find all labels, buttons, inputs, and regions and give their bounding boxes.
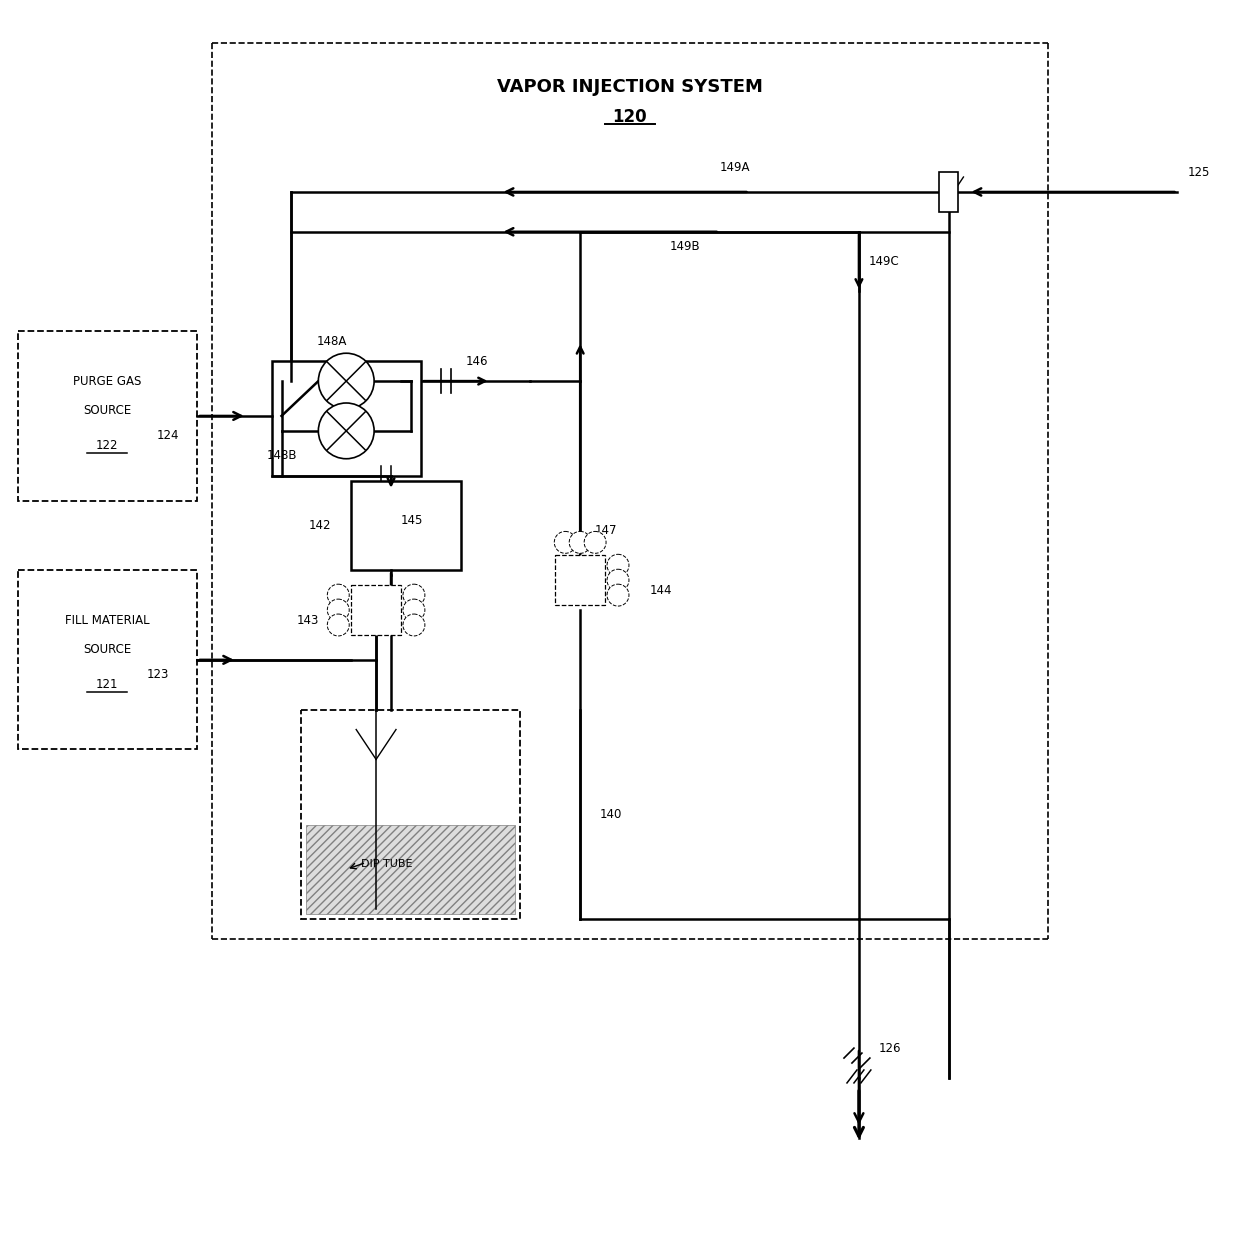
Text: 148A: 148A xyxy=(316,334,347,348)
Text: 146: 146 xyxy=(466,354,489,368)
Circle shape xyxy=(608,569,629,592)
Circle shape xyxy=(569,532,591,553)
Circle shape xyxy=(608,584,629,607)
Text: 149C: 149C xyxy=(869,255,900,268)
Text: FILL MATERIAL: FILL MATERIAL xyxy=(64,614,150,626)
Text: 142: 142 xyxy=(309,519,331,532)
Text: 122: 122 xyxy=(95,439,119,452)
Text: DIP TUBE: DIP TUBE xyxy=(361,860,413,870)
FancyBboxPatch shape xyxy=(272,361,420,475)
FancyBboxPatch shape xyxy=(17,570,197,750)
Text: 124: 124 xyxy=(157,429,180,442)
Circle shape xyxy=(403,599,425,622)
Text: PURGE GAS: PURGE GAS xyxy=(73,374,141,388)
Circle shape xyxy=(584,532,606,553)
Circle shape xyxy=(327,584,350,607)
FancyBboxPatch shape xyxy=(939,172,959,212)
Text: 126: 126 xyxy=(879,1042,901,1055)
Text: SOURCE: SOURCE xyxy=(83,644,131,656)
FancyBboxPatch shape xyxy=(351,480,461,570)
Circle shape xyxy=(319,353,374,409)
Text: SOURCE: SOURCE xyxy=(83,404,131,418)
Circle shape xyxy=(327,599,350,622)
Circle shape xyxy=(319,403,374,459)
Text: 149B: 149B xyxy=(670,240,701,253)
Text: 147: 147 xyxy=(595,524,618,537)
Text: 125: 125 xyxy=(1188,166,1210,178)
Circle shape xyxy=(554,532,577,553)
FancyBboxPatch shape xyxy=(556,555,605,605)
Circle shape xyxy=(403,614,425,636)
FancyBboxPatch shape xyxy=(351,585,401,635)
Circle shape xyxy=(327,614,350,636)
Text: 144: 144 xyxy=(650,584,672,597)
Text: 120: 120 xyxy=(613,109,647,126)
Circle shape xyxy=(403,584,425,607)
Text: 143: 143 xyxy=(296,614,319,626)
Text: 121: 121 xyxy=(95,678,119,691)
Circle shape xyxy=(608,554,629,577)
FancyBboxPatch shape xyxy=(301,710,521,919)
Polygon shape xyxy=(306,825,516,914)
Text: 145: 145 xyxy=(401,514,423,527)
Text: 148B: 148B xyxy=(267,449,298,462)
FancyBboxPatch shape xyxy=(17,331,197,500)
Text: 149A: 149A xyxy=(719,161,750,173)
Text: 140: 140 xyxy=(600,807,622,821)
Text: VAPOR INJECTION SYSTEM: VAPOR INJECTION SYSTEM xyxy=(497,79,763,96)
Text: 123: 123 xyxy=(148,668,170,681)
